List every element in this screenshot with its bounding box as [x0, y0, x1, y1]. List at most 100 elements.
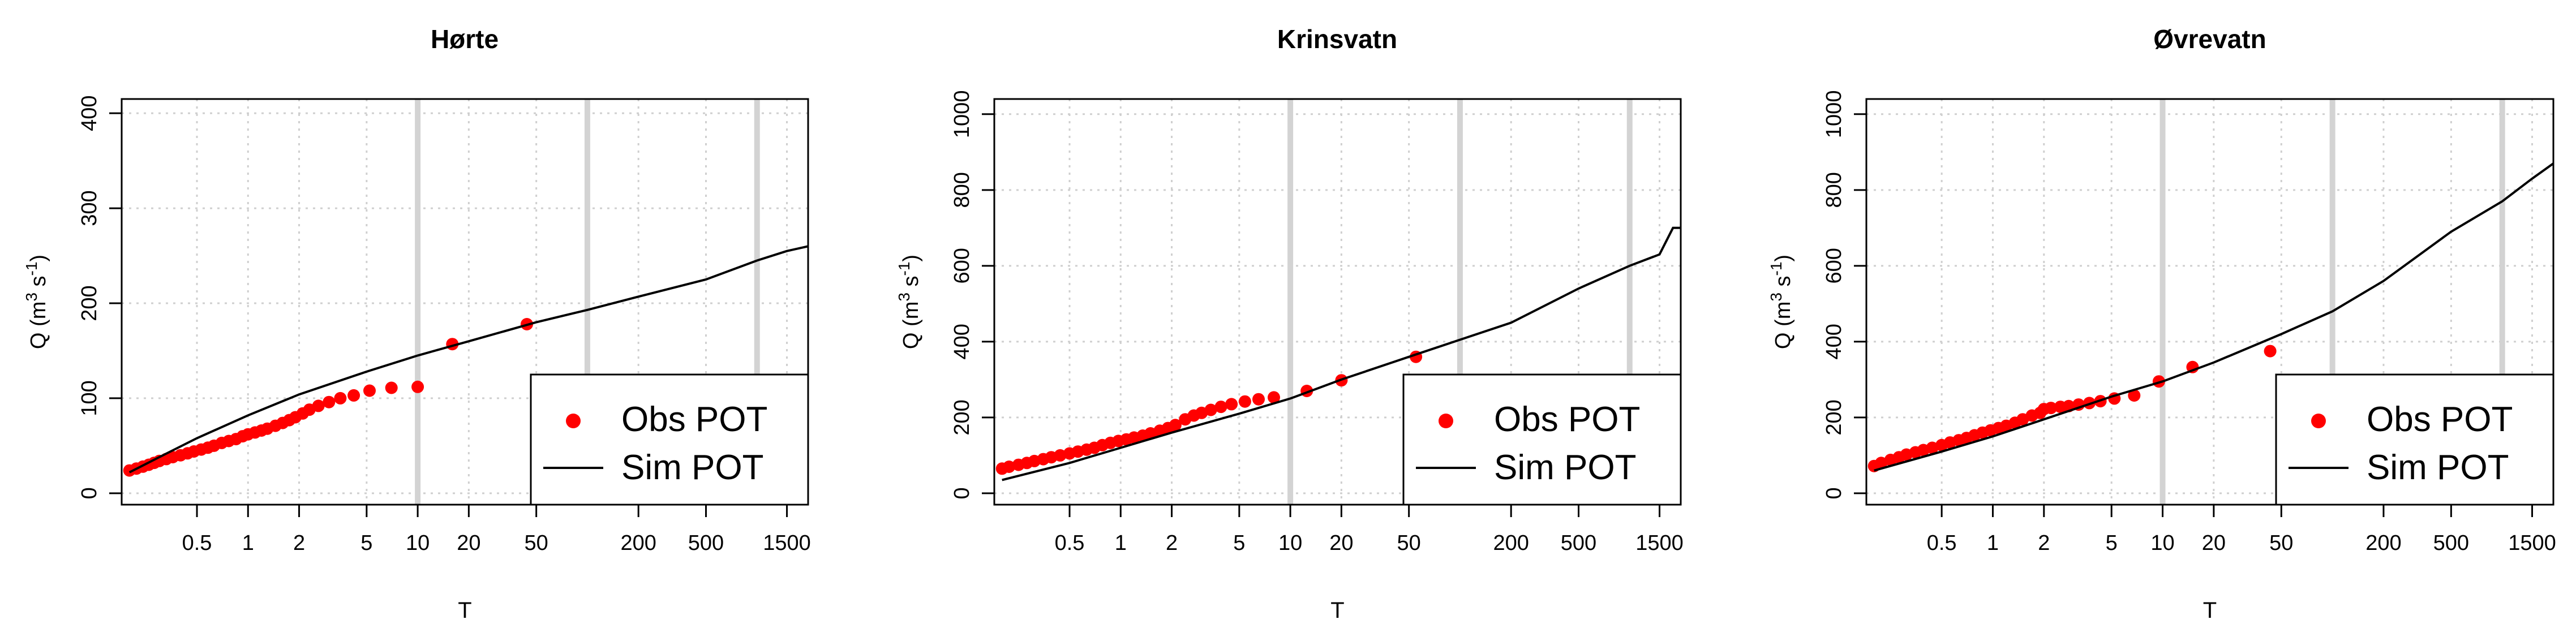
x-tick-label: 1500 — [2508, 531, 2556, 555]
y-tick-label: 400 — [78, 95, 101, 131]
y-tick-label: 400 — [1822, 324, 1846, 359]
y-axis-label-superscript: 3 — [895, 292, 913, 302]
y-axis: 0 200 400 600 800 1000 — [1822, 91, 1866, 499]
y-tick-label: 300 — [78, 190, 101, 226]
chart-title: Hørte — [431, 24, 499, 54]
y-tick-label: 200 — [78, 285, 101, 321]
x-tick-label: 200 — [620, 531, 656, 555]
x-tick-label: 5 — [2106, 531, 2118, 555]
x-tick-label: 20 — [457, 531, 480, 555]
x-axis: 0.5 1 2 5 10 20 50 200 500 1500 — [1927, 505, 2556, 555]
y-axis-label-superscript: 3 — [23, 292, 40, 302]
y-axis-label-superscript: 3 — [1767, 292, 1785, 302]
obs-pot-point — [385, 381, 398, 394]
y-tick-label: 0 — [950, 487, 974, 499]
y-tick-label: 0 — [1822, 487, 1846, 499]
obs-pot-point — [411, 380, 424, 393]
y-tick-label: 400 — [950, 324, 974, 359]
obs-pot-point — [363, 384, 376, 397]
obs-pot-point — [323, 395, 336, 408]
x-tick-label: 5 — [1233, 531, 1245, 555]
sim-pot-line — [1874, 162, 2553, 472]
x-tick-label: 1500 — [1635, 531, 1684, 555]
y-tick-label: 600 — [950, 248, 974, 283]
obs-pot-point — [334, 392, 347, 405]
plot-area — [123, 245, 808, 477]
x-tick-label: 1 — [1987, 531, 1999, 555]
legend: Obs POT Sim POT — [2275, 373, 2554, 506]
legend-box — [2275, 373, 2554, 506]
y-tick-label: 200 — [950, 399, 974, 435]
x-tick-label: 1 — [1115, 531, 1127, 555]
x-tick-label: 10 — [1278, 531, 1302, 555]
y-axis-label-part: s — [1771, 276, 1795, 292]
obs-pot-point — [1169, 419, 1182, 432]
y-axis-label-part: Q (m — [27, 302, 50, 349]
y-axis: 0 100 200 300 400 — [78, 95, 122, 499]
legend-obs-marker — [2311, 414, 2326, 428]
plot-area — [995, 226, 1681, 481]
y-tick-label: 600 — [1822, 248, 1846, 283]
x-axis-label: T — [1330, 598, 1344, 623]
obs-pot-point — [1875, 457, 1888, 470]
obs-pot-point — [2264, 345, 2277, 358]
obs-pot-point — [2128, 389, 2141, 402]
y-axis-label-superscript: -1 — [1767, 262, 1785, 276]
y-tick-label: 800 — [950, 172, 974, 208]
x-tick-label: 1 — [242, 531, 254, 555]
y-tick-label: 100 — [78, 380, 101, 416]
chart-panel-3: 0.5 1 2 5 10 20 50 200 500 1500 0 200 400 600 800 1000 Ø… — [1767, 24, 2556, 623]
obs-pot-point — [1238, 395, 1251, 408]
y-axis-label-superscript: -1 — [23, 262, 40, 276]
x-axis-label: T — [458, 598, 471, 623]
y-axis-label-part: ) — [899, 255, 923, 262]
x-tick-label: 20 — [2202, 531, 2226, 555]
obs-pot-point — [347, 389, 360, 402]
x-axis: 0.5 1 2 5 10 20 50 200 500 1500 — [182, 505, 811, 555]
x-tick-label: 0.5 — [1055, 531, 1085, 555]
legend: Obs POT Sim POT — [1402, 373, 1682, 506]
chart-panel-2: 0.5 1 2 5 10 20 50 200 500 1500 0 200 400 600 800 1000 K… — [895, 24, 1684, 623]
y-tick-label: 200 — [1822, 399, 1846, 435]
x-tick-label: 200 — [2365, 531, 2401, 555]
obs-pot-point — [1054, 449, 1067, 462]
y-axis-label: Q (m3 s-1) — [895, 255, 924, 349]
obs-pot-point — [1225, 398, 1238, 411]
y-tick-label: 800 — [1822, 172, 1846, 208]
x-tick-label: 2 — [2038, 531, 2050, 555]
x-tick-label: 2 — [293, 531, 305, 555]
y-axis-label-superscript: -1 — [895, 262, 913, 276]
y-tick-label: 1000 — [1822, 91, 1846, 139]
y-tick-label: 0 — [78, 487, 101, 499]
legend-obs-label: Obs POT — [1494, 400, 1640, 439]
x-tick-label: 50 — [525, 531, 548, 555]
plot-frame — [1865, 98, 2554, 506]
plot-area — [1867, 162, 2553, 472]
legend-sim-label: Sim POT — [2367, 448, 2509, 487]
x-axis: 0.5 1 2 5 10 20 50 200 500 1500 — [1055, 505, 1684, 555]
y-axis-label-part: s — [27, 276, 50, 292]
obs-pot-point — [1268, 391, 1280, 404]
obs-pot-point — [312, 399, 325, 412]
y-axis-label-part: s — [899, 276, 923, 292]
legend-obs-label: Obs POT — [621, 400, 767, 439]
sim-pot-line — [128, 245, 808, 474]
y-axis-label-part: ) — [27, 255, 50, 262]
x-tick-label: 0.5 — [1927, 531, 1957, 555]
x-tick-label: 1500 — [763, 531, 811, 555]
obs-pot-point — [1003, 461, 1016, 473]
x-tick-label: 200 — [1493, 531, 1529, 555]
legend-box — [530, 373, 809, 506]
y-axis-label: Q (m3 s-1) — [1767, 255, 1796, 349]
obs-pot-point — [1252, 393, 1265, 406]
obs-pot-point — [1926, 441, 1939, 454]
y-axis-label-part: ) — [1771, 255, 1795, 262]
x-tick-label: 0.5 — [182, 531, 212, 555]
obs-pot-point — [1204, 403, 1217, 416]
x-tick-label: 50 — [2269, 531, 2293, 555]
x-tick-label: 500 — [1561, 531, 1596, 555]
legend-box — [1402, 373, 1682, 506]
legend-obs-marker — [566, 414, 581, 428]
